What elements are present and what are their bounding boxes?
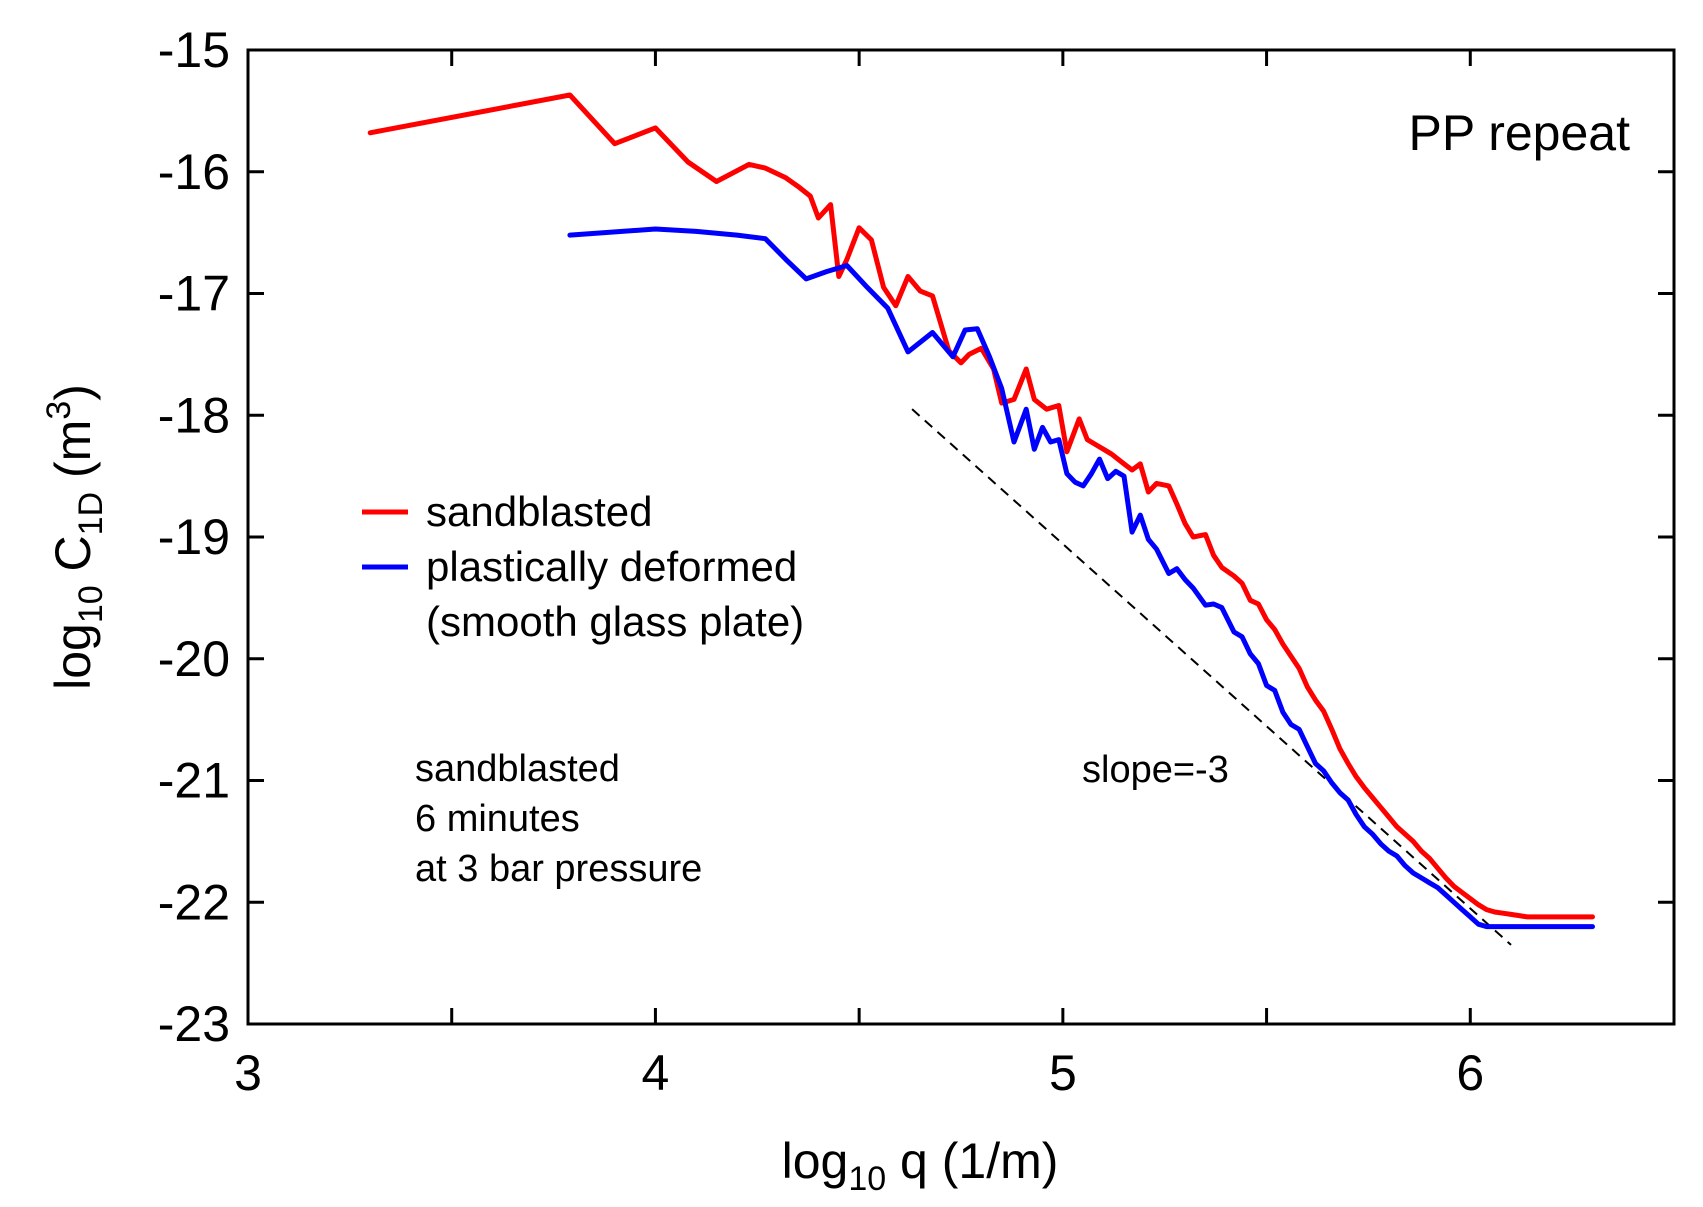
reference-line-slope [911, 408, 1512, 946]
series-line-plastically-deformed [567, 226, 1595, 930]
annotation-line-3: at 3 bar pressure [415, 848, 702, 890]
y-tick-label: -23 [158, 996, 230, 1052]
y-tick-label: -17 [158, 266, 230, 322]
axis-ticks [246, 48, 1676, 1026]
y-tick-label: -16 [158, 144, 230, 200]
series-line-sandblasted [367, 92, 1595, 920]
annotation-line-2: 6 minutes [415, 798, 580, 840]
legend-label-sandblasted: sandblasted [426, 488, 653, 535]
reference-line-label: slope=-3 [1082, 749, 1229, 791]
y-tick-label: -19 [158, 509, 230, 565]
legend-extra-line: (smooth glass plate) [426, 598, 804, 645]
y-tick-label: -20 [158, 631, 230, 687]
chart-title: PP repeat [1409, 105, 1631, 161]
y-tick-label: -15 [158, 22, 230, 78]
x-tick-label: 3 [234, 1045, 262, 1101]
series-group [367, 92, 1595, 930]
legend: sandblasted plastically deformed (smooth… [362, 488, 804, 645]
reference-line-group [911, 408, 1512, 946]
y-axis-title: log10 C1D (m3) [40, 384, 110, 690]
y-tick-label: -18 [158, 387, 230, 443]
y-tick-label: -21 [158, 753, 230, 809]
axis-tick-labels: 3 4 5 6 -15 -16 -17 -18 -19 -20 -21 -22 -23 [158, 22, 1484, 1101]
annotation-line-1: sandblasted [415, 748, 620, 790]
y-tick-label: -22 [158, 874, 230, 930]
x-tick-label: 4 [642, 1045, 670, 1101]
x-axis-title: log10 q (1/m) [782, 1133, 1059, 1198]
legend-label-plastically-deformed: plastically deformed [426, 543, 797, 590]
annotation-block: sandblasted 6 minutes at 3 bar pressure [415, 748, 702, 890]
x-tick-label: 6 [1456, 1045, 1484, 1101]
x-tick-label: 5 [1049, 1045, 1077, 1101]
